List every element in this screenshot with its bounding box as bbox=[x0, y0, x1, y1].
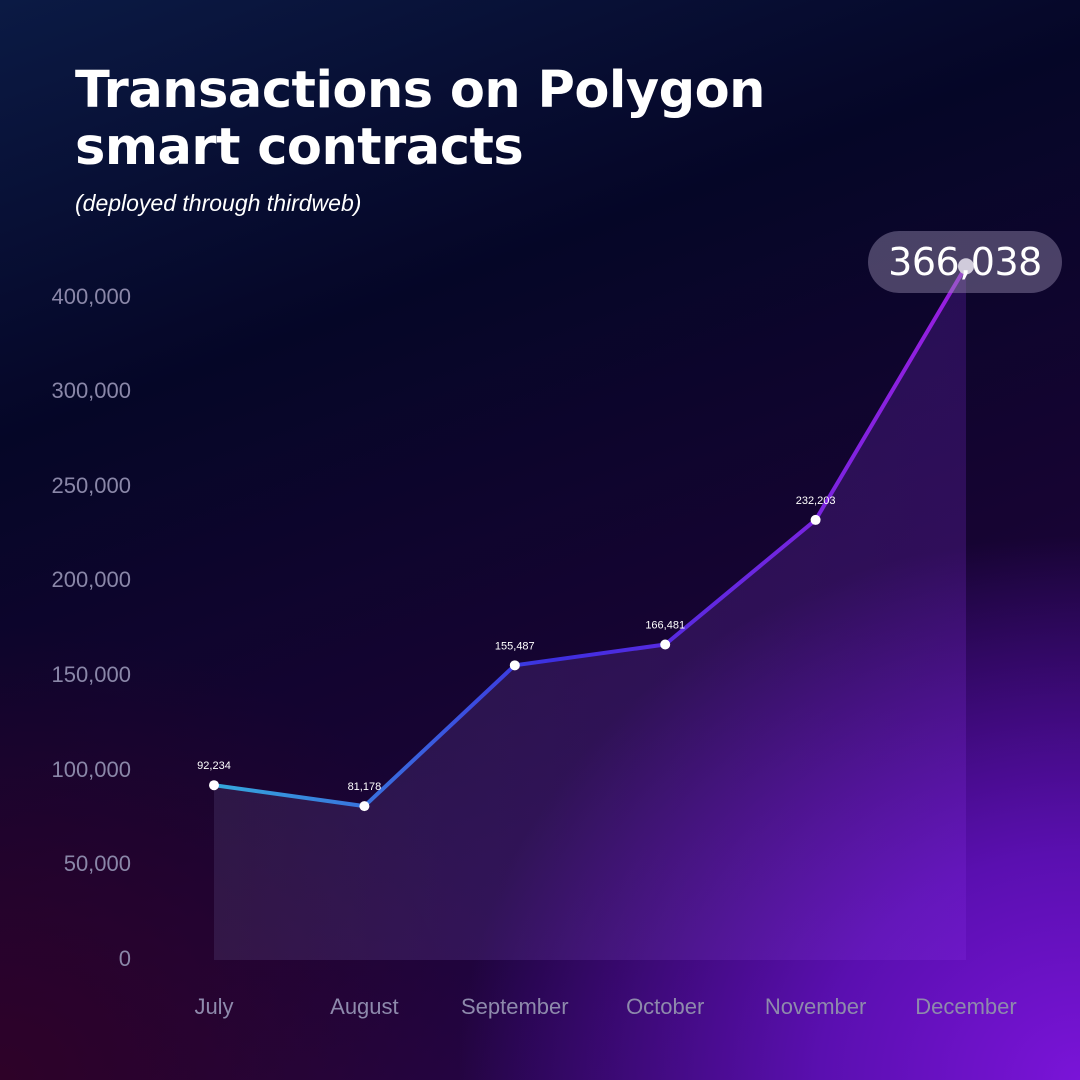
x-tick-label: October bbox=[626, 994, 704, 1019]
data-label: 155,487 bbox=[495, 640, 535, 652]
data-label: 166,481 bbox=[645, 619, 685, 631]
x-tick-label: November bbox=[765, 994, 866, 1019]
data-point bbox=[359, 801, 370, 812]
y-tick-label: 300,000 bbox=[51, 378, 131, 403]
data-point bbox=[958, 258, 974, 275]
data-point bbox=[660, 639, 671, 650]
series-line bbox=[212, 264, 968, 809]
y-tick-label: 50,000 bbox=[64, 851, 131, 876]
y-tick-label: 400,000 bbox=[51, 284, 131, 309]
data-point bbox=[509, 660, 520, 671]
data-label: 81,178 bbox=[348, 781, 382, 793]
y-tick-label: 0 bbox=[119, 946, 131, 971]
plot-area: 92,234 81,178 155,487 166,481 232,203 bbox=[197, 258, 974, 960]
x-tick-label: September bbox=[461, 994, 569, 1019]
y-tick-label: 100,000 bbox=[51, 757, 131, 782]
data-point bbox=[810, 514, 821, 525]
data-label: 92,234 bbox=[197, 760, 231, 772]
y-axis: 0 50,000 100,000 150,000 200,000 250,000 300,0… bbox=[51, 284, 131, 971]
data-label: 232,203 bbox=[796, 495, 836, 507]
chart-title: Transactions on Polygon smart contracts bbox=[75, 61, 765, 177]
y-tick-label: 150,000 bbox=[51, 662, 131, 687]
chart-subtitle: (deployed through thirdweb) bbox=[75, 190, 362, 216]
x-tick-label: July bbox=[194, 994, 233, 1019]
x-tick-label: August bbox=[330, 994, 399, 1019]
y-tick-label: 250,000 bbox=[51, 473, 131, 498]
x-axis: July August September October November Decemb… bbox=[194, 994, 1016, 1019]
y-tick-label: 200,000 bbox=[51, 567, 131, 592]
peak-value-text: 366,038 bbox=[888, 240, 1042, 284]
peak-value-callout: 366,038 bbox=[868, 231, 1062, 293]
x-tick-label: December bbox=[915, 994, 1016, 1019]
data-point bbox=[209, 780, 219, 791]
area-fill bbox=[214, 266, 966, 960]
